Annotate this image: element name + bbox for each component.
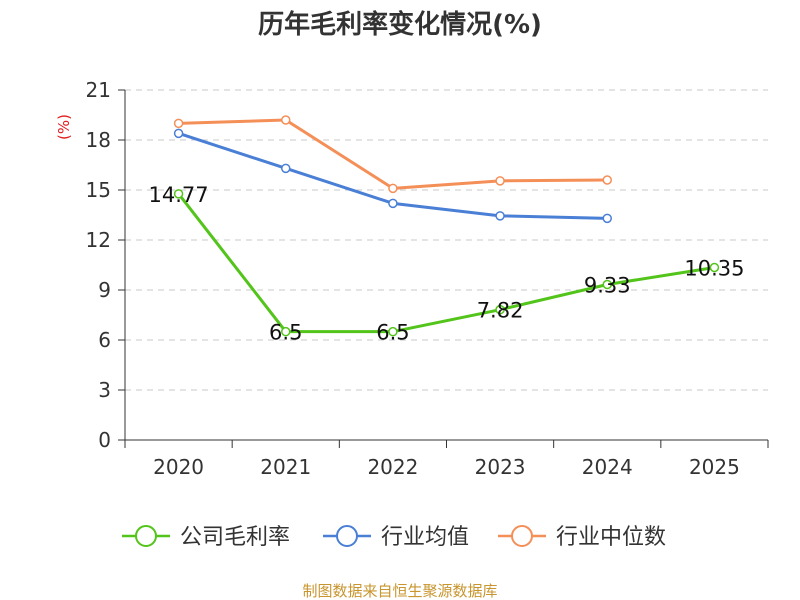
y-tick-label-6: 6: [98, 328, 111, 352]
source-note: 制图数据来自恒生聚源数据库: [302, 582, 497, 600]
legend[interactable]: 公司毛利率 行业均值 行业中位数: [122, 525, 666, 550]
legend-marker-1[interactable]: [336, 525, 358, 547]
chart-title: 历年毛利率变化情况(%): [258, 9, 542, 40]
data-labels: 14.77 6.5 6.5 7.82 9.33 10.35: [149, 183, 745, 345]
data-point-1-2023[interactable]: [495, 211, 505, 221]
y-tick-label-21: 21: [86, 78, 111, 102]
legend-marker-0[interactable]: [135, 525, 157, 547]
data-point-2-2020[interactable]: [173, 118, 184, 129]
data-label-2025: 10.35: [684, 257, 744, 281]
y-tick-label-18: 18: [86, 128, 111, 152]
x-tick-label-2021: 2021: [260, 455, 311, 479]
x-tick-label-2023: 2023: [475, 455, 526, 479]
series-line-0: [177, 192, 715, 334]
grid-lines: [125, 89, 768, 391]
data-point-2-2022[interactable]: [388, 183, 398, 194]
legend-label-2[interactable]: 行业中位数: [556, 525, 666, 550]
data-label-2022: 6.5: [376, 321, 409, 345]
x-tick-label-2020: 2020: [153, 455, 204, 479]
y-tick-label-3: 3: [98, 378, 111, 402]
data-point-2-2023[interactable]: [495, 176, 505, 186]
data-point-0-2021[interactable]: [281, 326, 291, 337]
legend-marker-2[interactable]: [511, 525, 533, 547]
data-label-2021: 6.5: [269, 321, 302, 345]
y-tick-label-12: 12: [86, 228, 111, 252]
data-point-1-2022[interactable]: [388, 198, 398, 209]
y-tick-label-0: 0: [98, 428, 111, 452]
legend-label-1[interactable]: 行业均值: [381, 525, 469, 550]
data-point-1-2021[interactable]: [281, 163, 291, 174]
x-tick-label-2024: 2024: [582, 455, 633, 479]
data-point-0-2020[interactable]: [173, 189, 184, 199]
data-point-1-2024[interactable]: [602, 213, 612, 224]
data-label-2020: 14.77: [149, 183, 209, 207]
data-point-2-2021[interactable]: [281, 115, 291, 125]
y-tick-label-15: 15: [86, 178, 111, 202]
x-tick-label-2022: 2022: [367, 455, 418, 479]
data-point-0-2024[interactable]: [602, 279, 612, 290]
data-point-0-2022[interactable]: [388, 326, 398, 337]
axes: 0 3 6 9 12 15 18 21 2020 2021 2022 2023 2024 2025: [86, 78, 769, 479]
data-label-2023: 7.82: [477, 299, 524, 323]
data-label-2024: 9.33: [584, 274, 631, 298]
series-lines: [173, 115, 720, 337]
x-tick-label-2025: 2025: [689, 455, 740, 479]
data-point-0-2025[interactable]: [709, 262, 720, 273]
y-axis-unit: (%): [55, 114, 73, 140]
data-point-2-2024[interactable]: [602, 175, 612, 185]
data-point-0-2023[interactable]: [495, 304, 505, 315]
legend-label-0[interactable]: 公司毛利率: [180, 525, 290, 550]
data-point-1-2020[interactable]: [173, 128, 184, 139]
y-tick-label-9: 9: [98, 278, 111, 302]
